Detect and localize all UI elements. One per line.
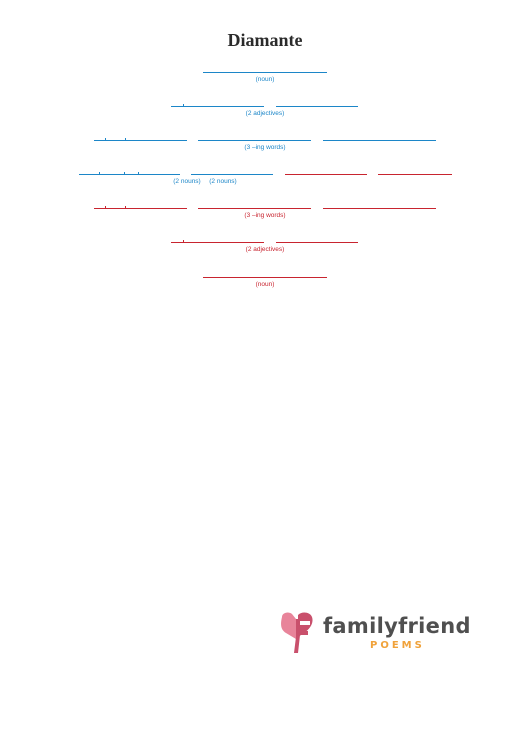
label-three-ing-top: (3 –ing words) (244, 144, 286, 151)
label-noun-bottom: (noun) (255, 281, 275, 288)
line-4-noun-3[interactable] (285, 174, 367, 175)
label-three-ing-bottom: (3 –ing words) (244, 212, 286, 219)
label-two-adjectives-bottom: (2 adjectives) (245, 246, 285, 253)
label-two-nouns-red: (2 nouns) (209, 178, 237, 185)
line-4-noun-4[interactable] (378, 174, 452, 175)
tick-mark (105, 206, 106, 208)
tick-mark (183, 240, 184, 242)
family-friend-heart-logo-icon (281, 612, 313, 653)
line-3-ing-1[interactable] (94, 140, 187, 141)
line-3-ing-2[interactable] (198, 140, 311, 141)
line-2-adjective-2[interactable] (276, 106, 358, 107)
line-4-noun-1[interactable] (79, 174, 180, 175)
line-5-ing-2[interactable] (198, 208, 311, 209)
tick-mark (125, 206, 126, 208)
tick-mark (105, 138, 106, 140)
line-4-noun-2[interactable] (191, 174, 273, 175)
line-7-noun[interactable] (203, 277, 327, 278)
label-two-nouns-blue: (2 nouns) (173, 178, 201, 185)
line-3-ing-3[interactable] (323, 140, 436, 141)
label-two-adjectives-top: (2 adjectives) (245, 110, 285, 117)
tick-mark (99, 172, 100, 174)
line-2-adjective-1[interactable] (171, 106, 264, 107)
tick-mark (138, 172, 139, 174)
logo-subtitle: POEMS (370, 640, 425, 651)
line-5-ing-1[interactable] (94, 208, 187, 209)
line-6-adjective-1[interactable] (171, 242, 264, 243)
page-title: Diamante (227, 30, 303, 50)
line-1-noun[interactable] (203, 72, 327, 73)
line-5-ing-3[interactable] (323, 208, 436, 209)
tick-mark (183, 104, 184, 106)
label-noun-top: (noun) (255, 76, 275, 83)
line-6-adjective-2[interactable] (276, 242, 358, 243)
tick-mark (125, 138, 126, 140)
tick-mark (124, 172, 125, 174)
logo-wordmark: familyfriend (323, 614, 471, 638)
